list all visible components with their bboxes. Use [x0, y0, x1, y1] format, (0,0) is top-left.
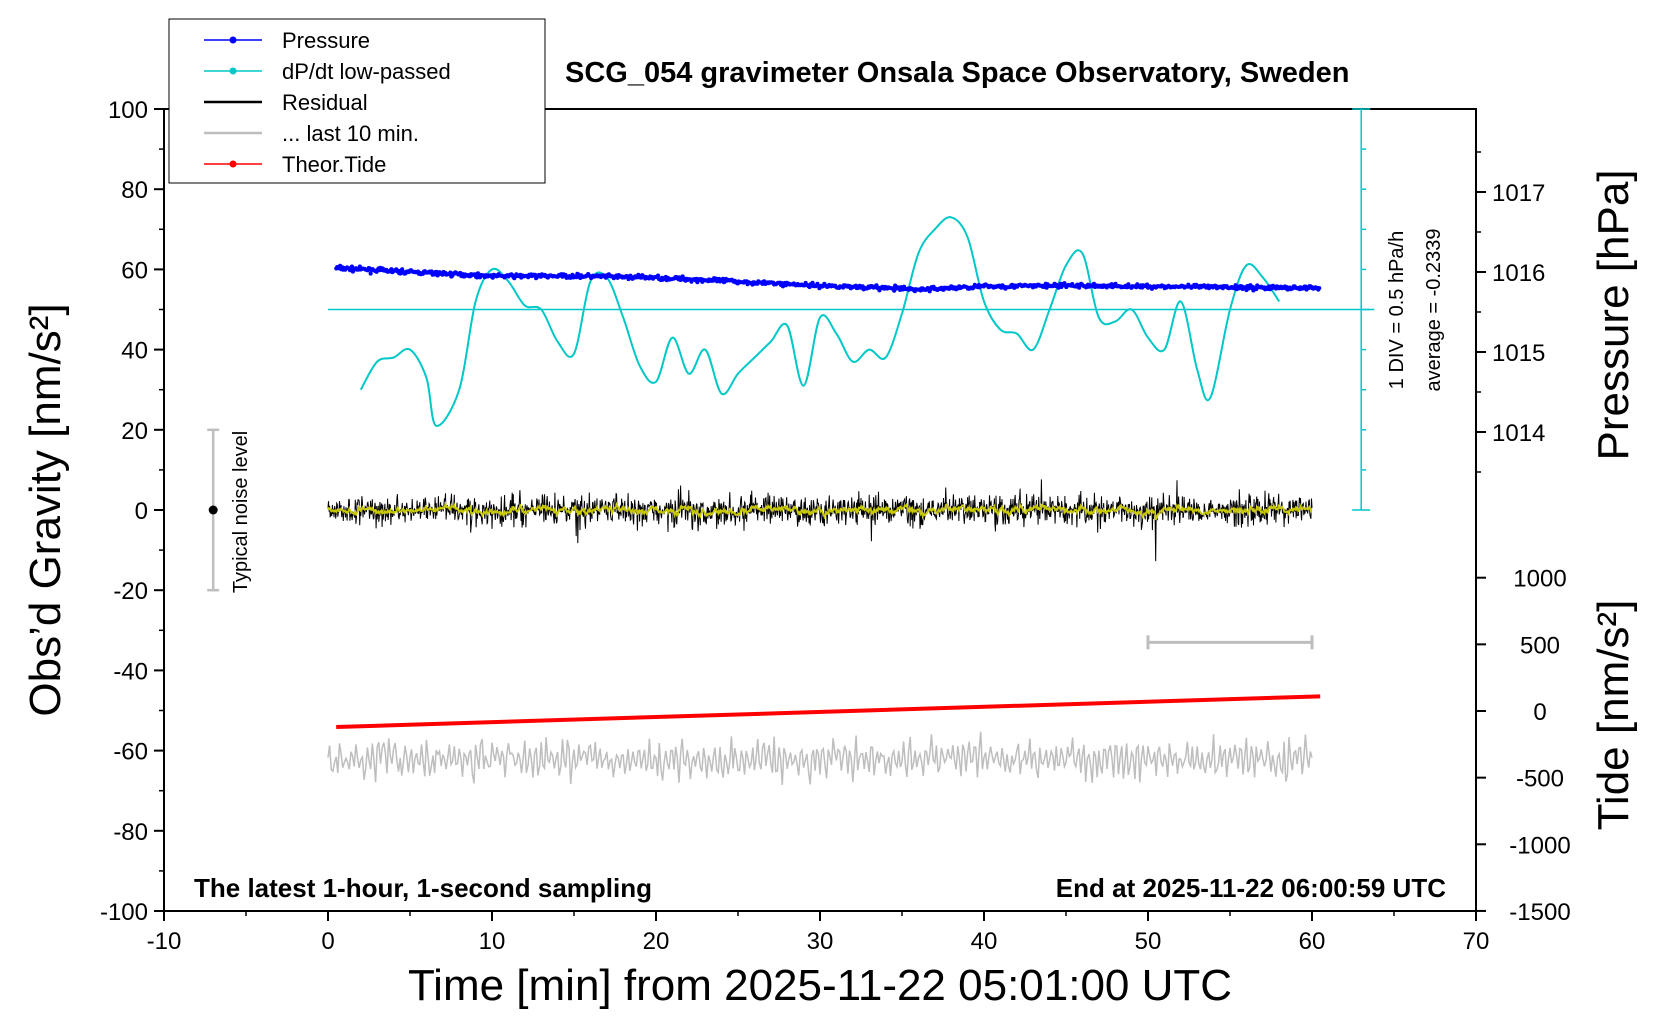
y-left-tick-label: 40 — [121, 338, 148, 365]
noise-label: Typical noise level — [230, 431, 252, 593]
legend-marker — [229, 36, 237, 44]
bottom-right-note: End at 2025-11-22 06:00:59 UTC — [1056, 873, 1446, 903]
x-tick-label: 0 — [321, 928, 334, 955]
y-right-tide-label: Tide [nm/s²] — [1589, 600, 1638, 831]
y-tide-tick-label: -1000 — [1509, 832, 1570, 859]
legend-marker — [229, 67, 237, 75]
y-pressure-tick-label: 1016 — [1492, 260, 1545, 287]
legend-label: Pressure — [282, 28, 370, 53]
chart-title: SCG_054 gravimeter Onsala Space Observat… — [565, 57, 1349, 89]
legend-label: dP/dt low-passed — [282, 59, 451, 84]
legend: Pressure dP/dt low-passed Residual ... last… — [168, 18, 546, 184]
series-pressure-points — [334, 263, 1322, 294]
legend-marker — [229, 160, 237, 168]
series-dpdt-line — [359, 216, 1281, 427]
series-residual-line — [327, 479, 1313, 562]
y-right-pressure-label: Pressure [hPa] — [1589, 169, 1638, 460]
y-pressure-tick-label: 1015 — [1492, 340, 1545, 367]
y-left-tick-label: -60 — [113, 739, 148, 766]
y-left-tick-label: 100 — [108, 97, 148, 124]
y-pressure-tick-label: 1014 — [1492, 420, 1545, 447]
y-pressure-tick-label: 1017 — [1492, 180, 1545, 207]
y-left-tick-label: 0 — [135, 498, 148, 525]
y-tide-tick-label: 500 — [1520, 632, 1560, 659]
y-tide-tick-label: -500 — [1516, 766, 1564, 793]
series-last10-line — [327, 731, 1313, 785]
y-left-tick-label: 60 — [121, 257, 148, 284]
x-axis-label: Time [min] from 2025-11-22 05:01:00 UTC — [408, 961, 1232, 1010]
y-left-axis-label: Obs’d Gravity [nm/s²] — [21, 303, 70, 716]
deriv-scale-label: 1 DIV = 0.5 hPa/h — [1386, 231, 1408, 389]
x-tick-label: 20 — [643, 928, 670, 955]
series-residual-smoothed-line — [327, 500, 1313, 521]
x-tick-label: -10 — [147, 928, 182, 955]
legend-label: Theor.Tide — [282, 152, 386, 177]
data-layer — [207, 108, 1375, 785]
y-left-tick-label: 20 — [121, 418, 148, 445]
series-tide-line — [336, 694, 1321, 729]
y-tide-tick-label: -1500 — [1509, 899, 1570, 926]
y-left-tick-label: 80 — [121, 177, 148, 204]
y-left-tick-label: -20 — [113, 578, 148, 605]
legend-label: Residual — [282, 90, 368, 115]
bottom-left-note: The latest 1-hour, 1-second sampling — [194, 873, 652, 903]
x-tick-label: 50 — [1135, 928, 1162, 955]
noise-bar-center — [208, 505, 218, 515]
deriv-average-label: average = -0.2339 — [1423, 229, 1445, 392]
x-tick-label: 40 — [971, 928, 998, 955]
y-left-tick-label: -40 — [113, 658, 148, 685]
x-tick-label: 70 — [1463, 928, 1490, 955]
legend-label: ... last 10 min. — [282, 121, 419, 146]
x-tick-label: 60 — [1299, 928, 1326, 955]
tick-layer: -10 0 10 20 30 40 50 60 70100806040200-20-40-60-… — [100, 97, 1571, 955]
y-left-tick-label: -80 — [113, 819, 148, 846]
y-tide-tick-label: 1000 — [1513, 566, 1566, 593]
x-tick-label: 10 — [479, 928, 506, 955]
x-tick-label: 30 — [807, 928, 834, 955]
y-left-tick-label: -100 — [100, 899, 148, 926]
y-tide-tick-label: 0 — [1533, 699, 1546, 726]
